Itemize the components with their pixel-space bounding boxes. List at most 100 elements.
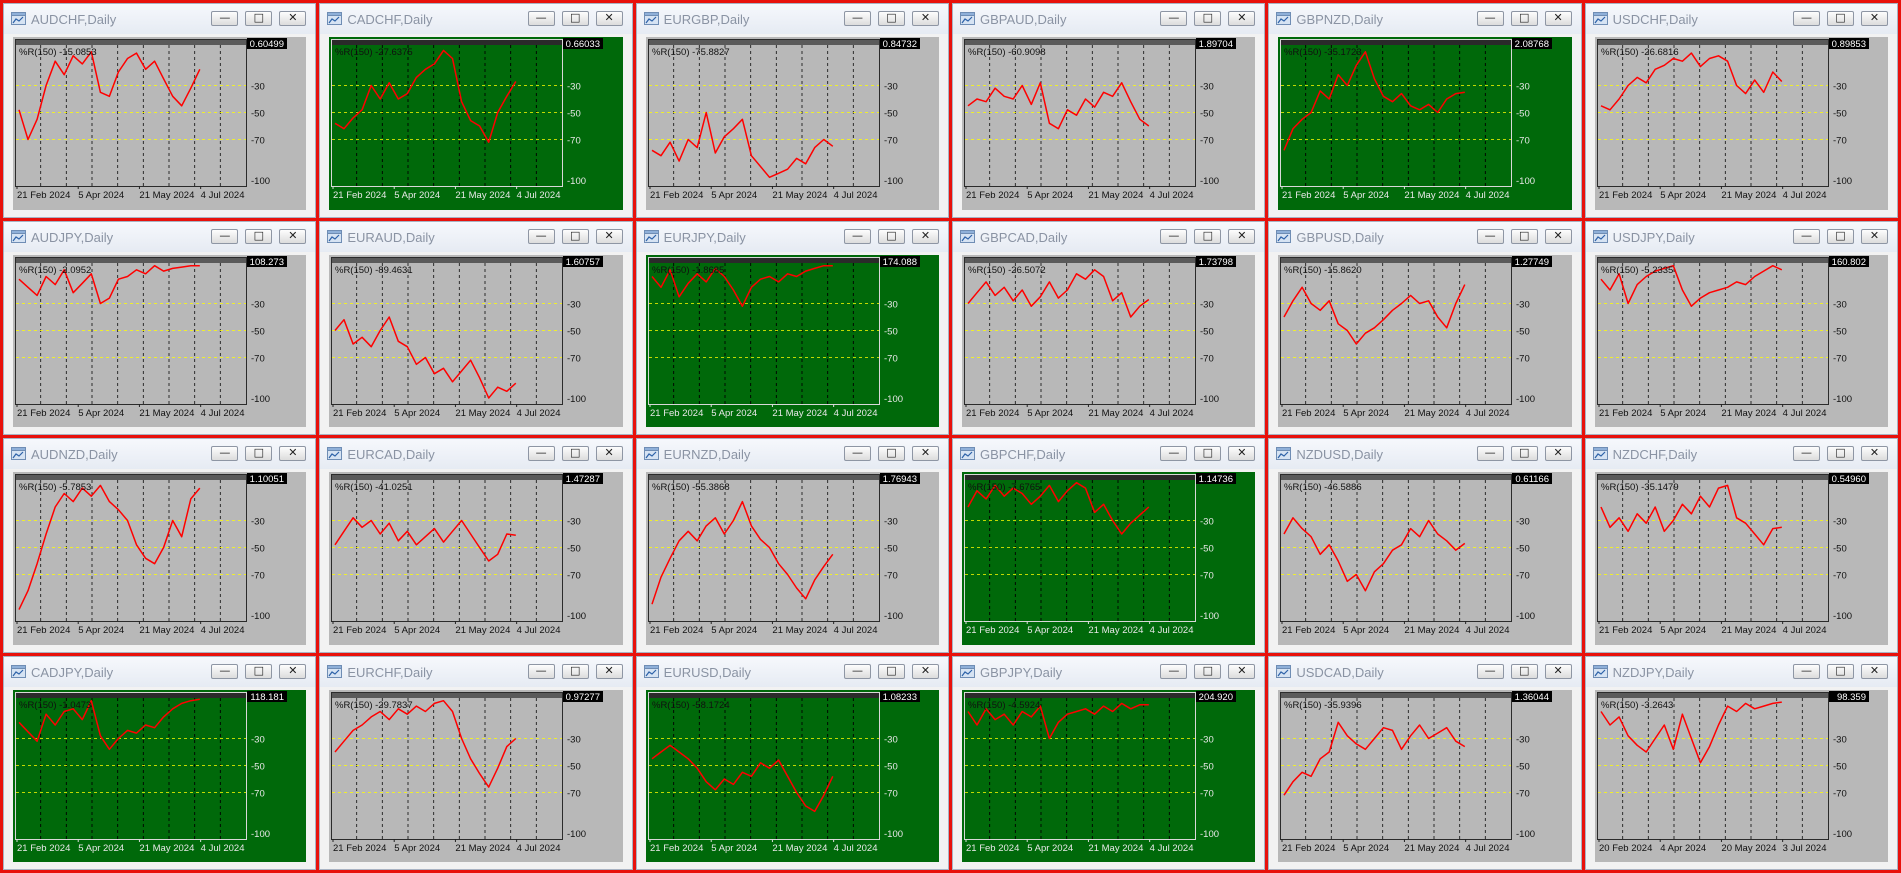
close-button[interactable]: ✕	[1228, 663, 1256, 679]
window-titlebar[interactable]: CADJPY,Daily — □ ✕	[4, 656, 316, 687]
minimize-button[interactable]: —	[211, 663, 239, 679]
window-titlebar[interactable]: NZDCHF,Daily — □ ✕	[1585, 439, 1897, 469]
close-button[interactable]: ✕	[1861, 11, 1888, 26]
minimize-button[interactable]: —	[527, 228, 555, 244]
minimize-button[interactable]: —	[1160, 663, 1188, 679]
close-button[interactable]: ✕	[1861, 446, 1888, 461]
window-titlebar[interactable]: AUDCHF,Daily — □ ✕	[4, 4, 316, 34]
window-titlebar[interactable]: AUDJPY,Daily — □ ✕	[4, 221, 316, 252]
maximize-button[interactable]: □	[561, 11, 589, 26]
window-titlebar[interactable]: AUDNZD,Daily — □ ✕	[4, 439, 316, 469]
maximize-button[interactable]: □	[878, 11, 905, 26]
maximize-button[interactable]: □	[1827, 446, 1854, 461]
minimize-button[interactable]: —	[844, 11, 871, 26]
maximize-button[interactable]: □	[1510, 663, 1538, 679]
minimize-button[interactable]: —	[1476, 663, 1504, 679]
window-titlebar[interactable]: GBPAUD,Daily — □ ✕	[953, 4, 1265, 34]
close-button[interactable]: ✕	[1544, 228, 1572, 244]
maximize-button[interactable]: □	[1510, 228, 1538, 244]
window-titlebar[interactable]: EURJPY,Daily — □ ✕	[636, 221, 948, 252]
maximize-button[interactable]: □	[1827, 663, 1854, 679]
maximize-button[interactable]: □	[245, 11, 273, 26]
window-titlebar[interactable]: GBPCAD,Daily — □ ✕	[953, 221, 1265, 252]
minimize-button[interactable]: —	[1476, 228, 1504, 244]
close-button[interactable]: ✕	[595, 228, 623, 244]
window-titlebar[interactable]: GBPUSD,Daily — □ ✕	[1269, 221, 1581, 252]
window-titlebar[interactable]: EURGBP,Daily — □ ✕	[636, 4, 948, 34]
close-button[interactable]: ✕	[912, 228, 939, 244]
maximize-button[interactable]: □	[245, 446, 273, 461]
maximize-button[interactable]: □	[878, 663, 905, 679]
minimize-button[interactable]: —	[1160, 228, 1188, 244]
maximize-button[interactable]: □	[245, 663, 273, 679]
window-titlebar[interactable]: CADCHF,Daily — □ ✕	[320, 4, 632, 34]
minimize-button[interactable]: —	[1793, 663, 1820, 679]
window-titlebar[interactable]: EURUSD,Daily — □ ✕	[636, 656, 948, 687]
maximize-button[interactable]: □	[561, 446, 589, 461]
maximize-button[interactable]: □	[878, 228, 905, 244]
minimize-button[interactable]: —	[527, 663, 555, 679]
maximize-button[interactable]: □	[1510, 11, 1538, 26]
minimize-button[interactable]: —	[1476, 446, 1504, 461]
minimize-button[interactable]: —	[1793, 446, 1820, 461]
minimize-button[interactable]: —	[1793, 228, 1820, 244]
minimize-button[interactable]: —	[1476, 11, 1504, 26]
maximize-button[interactable]: □	[561, 663, 589, 679]
minimize-button[interactable]: —	[527, 446, 555, 461]
close-button[interactable]: ✕	[595, 663, 623, 679]
close-button[interactable]: ✕	[912, 663, 939, 679]
window-titlebar[interactable]: GBPCHF,Daily — □ ✕	[953, 439, 1265, 469]
maximize-button[interactable]: □	[1194, 446, 1222, 461]
window-titlebar[interactable]: NZDJPY,Daily — □ ✕	[1585, 656, 1897, 687]
window-titlebar[interactable]: USDCHF,Daily — □ ✕	[1585, 4, 1897, 34]
minimize-button[interactable]: —	[211, 446, 239, 461]
close-button[interactable]: ✕	[912, 11, 939, 26]
maximize-button[interactable]: □	[245, 228, 273, 244]
minimize-button[interactable]: —	[844, 663, 871, 679]
minimize-button[interactable]: —	[1793, 11, 1820, 26]
close-button[interactable]: ✕	[1544, 446, 1572, 461]
close-button[interactable]: ✕	[1228, 228, 1256, 244]
close-button[interactable]: ✕	[279, 228, 307, 244]
maximize-button[interactable]: □	[1510, 446, 1538, 461]
maximize-button[interactable]: □	[1194, 228, 1222, 244]
maximize-button[interactable]: □	[561, 228, 589, 244]
close-button[interactable]: ✕	[1861, 663, 1888, 679]
